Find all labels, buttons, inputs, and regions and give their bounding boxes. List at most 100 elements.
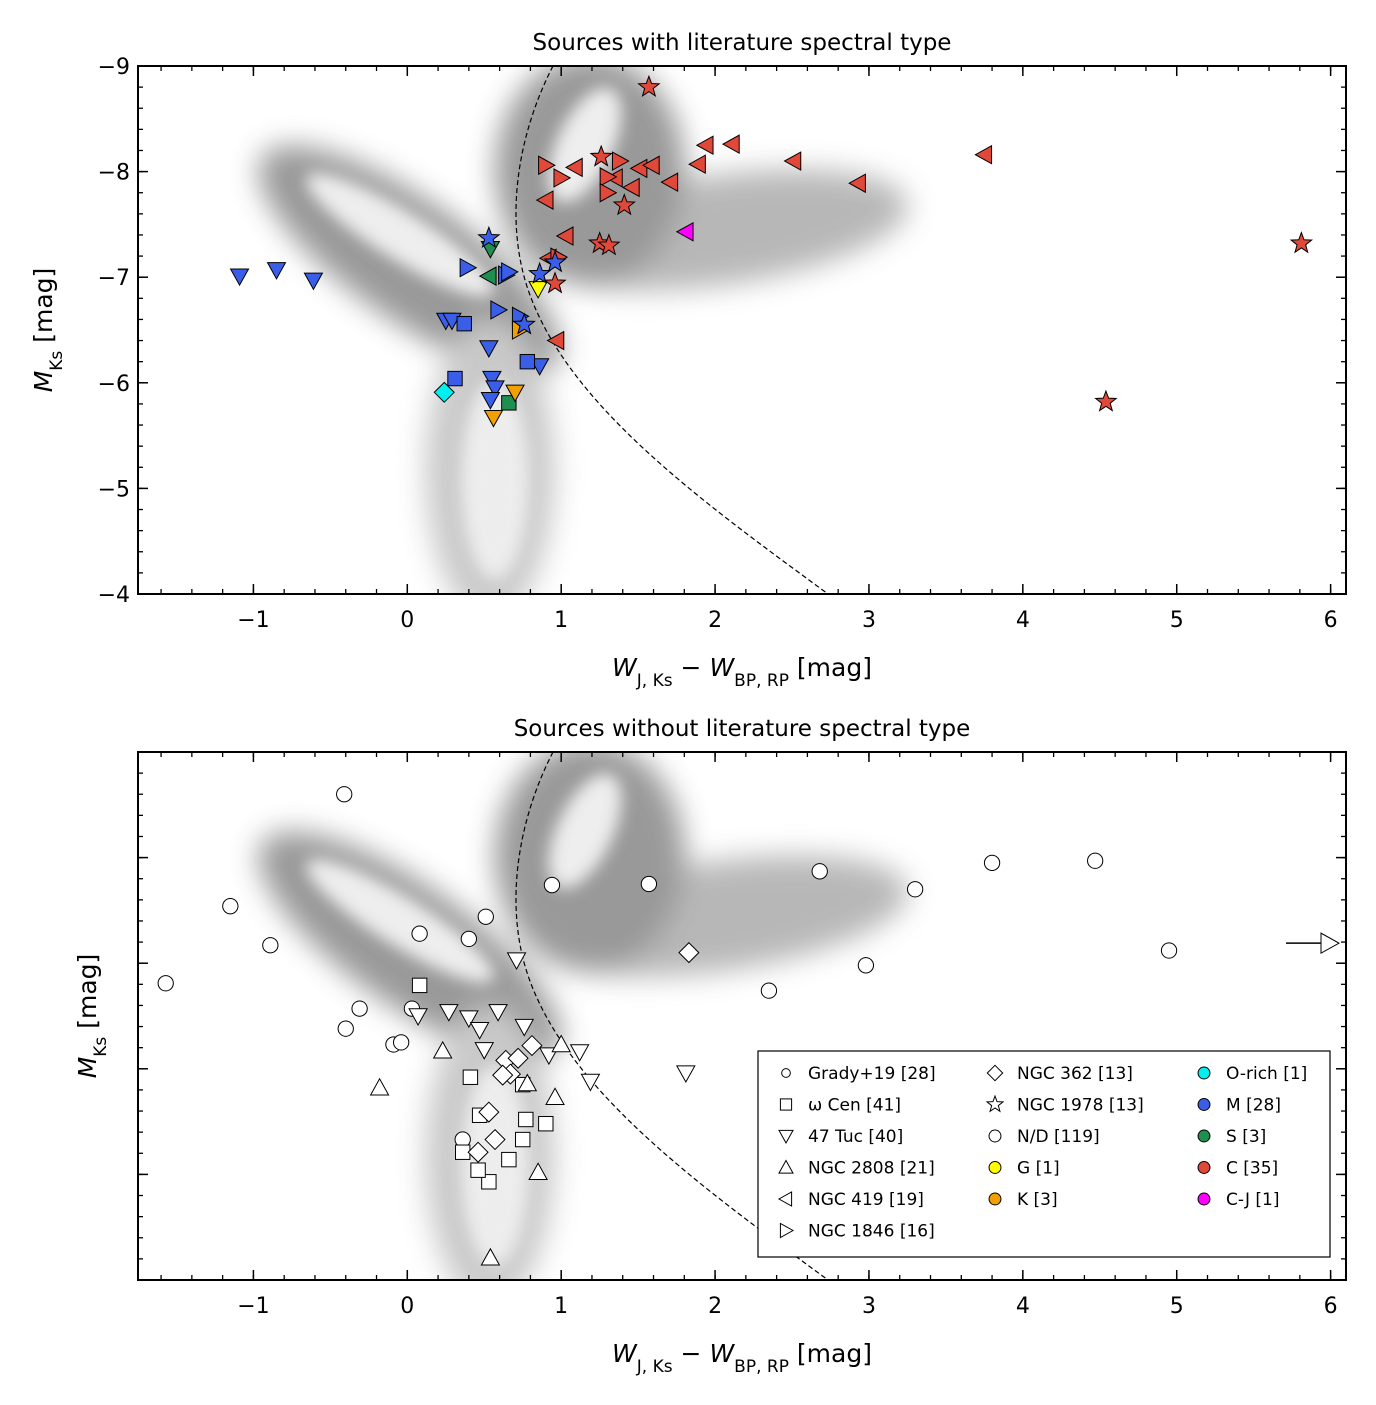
label-part: W [612,1339,638,1368]
data-point [983,854,1001,872]
legend-marker [1197,1192,1211,1206]
x-tick-label: 4 [1016,1294,1030,1319]
data-point [303,272,324,291]
legend-marker [1197,1161,1211,1174]
data-point [688,154,706,175]
legend-label: NGC 2808 [21] [808,1159,935,1179]
data-point [675,221,694,242]
legend-marker [988,1161,1002,1174]
data-point [637,74,661,98]
legend-marker [779,1098,793,1111]
data-point [538,155,556,176]
data-point [488,1004,508,1022]
data-point [479,340,499,358]
legend-marker [779,1222,795,1239]
data-point [527,261,552,284]
x-tick-label: 3 [862,608,876,633]
data-point [485,380,505,399]
legend-label: NGC 362 [13] [1017,1064,1133,1084]
data-point [675,1065,696,1084]
data-point [535,190,554,210]
data-point [411,925,428,942]
data-point [974,144,993,165]
label-part: W [709,1339,735,1368]
data-point [555,226,574,246]
label-part: − [673,1339,710,1368]
data-point [222,898,239,915]
legend-label: N/D [119] [1017,1127,1100,1147]
data-point [392,1034,410,1051]
data-point [528,1162,548,1180]
data-point [569,1044,590,1062]
data-point [783,151,802,171]
legend-label: NGC 1846 [16] [808,1222,935,1242]
data-point [543,250,567,273]
data-point [501,395,517,411]
chart-title: Sources without literature spectral type [514,716,971,742]
data-point [543,271,567,294]
legend-label: NGC 419 [19] [808,1190,924,1210]
y-tick-label: −9 [98,55,130,80]
data-point [599,182,618,203]
plot-frame [137,65,1347,595]
label-part: M [73,1057,102,1079]
data-point [477,225,501,249]
data-point [599,167,618,187]
data-point [760,982,778,999]
label-part: [mag] [29,268,58,351]
data-point [528,281,548,299]
label-part: [mag] [789,653,872,682]
y-tick-label: −6 [98,372,130,397]
data-point [262,937,279,954]
density-cloud [228,752,916,1280]
legend-marker [778,1159,794,1174]
data-point [551,1034,572,1053]
legend-label: K [3] [1017,1190,1058,1210]
data-point [611,151,630,171]
data-point [1087,852,1104,869]
offscale-point [1320,932,1341,954]
data-point [477,908,494,925]
data-point [538,1116,554,1132]
data-point [545,1087,565,1106]
x-tick-label: 5 [1170,1294,1184,1319]
data-point [484,1128,506,1151]
legend-marker [985,1094,1005,1113]
data-point [1160,942,1178,959]
data-point [482,370,502,389]
data-point [501,262,519,282]
y-tick-label: −8 [98,161,130,186]
legend-marker [988,1129,1002,1143]
data-point [507,1047,529,1069]
data-point [469,1022,490,1040]
data-point [470,1162,486,1178]
data-point [906,881,924,898]
data-point [490,300,509,320]
data-point [517,1073,538,1092]
data-point [678,942,700,964]
data-point [529,358,550,376]
x-tick-label: −1 [237,1294,269,1319]
chart-title: Sources with literature spectral type [533,30,952,56]
label-part: BP, RP [734,671,789,691]
data-point [553,168,572,188]
data-point [848,173,866,194]
x-tick-label: 2 [708,608,722,633]
legend-marker [986,1064,1004,1082]
legend-label: 47 Tuc [40] [808,1127,903,1147]
legend-label: ω Cen [41] [808,1096,901,1116]
label-part: [mag] [73,954,102,1037]
legend-marker [988,1192,1002,1206]
label-part: W [709,653,735,682]
data-point [456,315,472,332]
data-point [612,193,636,216]
data-point [460,930,478,948]
data-point [337,1020,354,1037]
data-point [546,330,565,351]
data-point [589,144,613,167]
label-part: J, Ks [636,671,673,691]
x-tick-label: 5 [1170,608,1184,633]
x-tick-label: 3 [862,1294,876,1319]
x-tick-label: 6 [1324,608,1338,633]
